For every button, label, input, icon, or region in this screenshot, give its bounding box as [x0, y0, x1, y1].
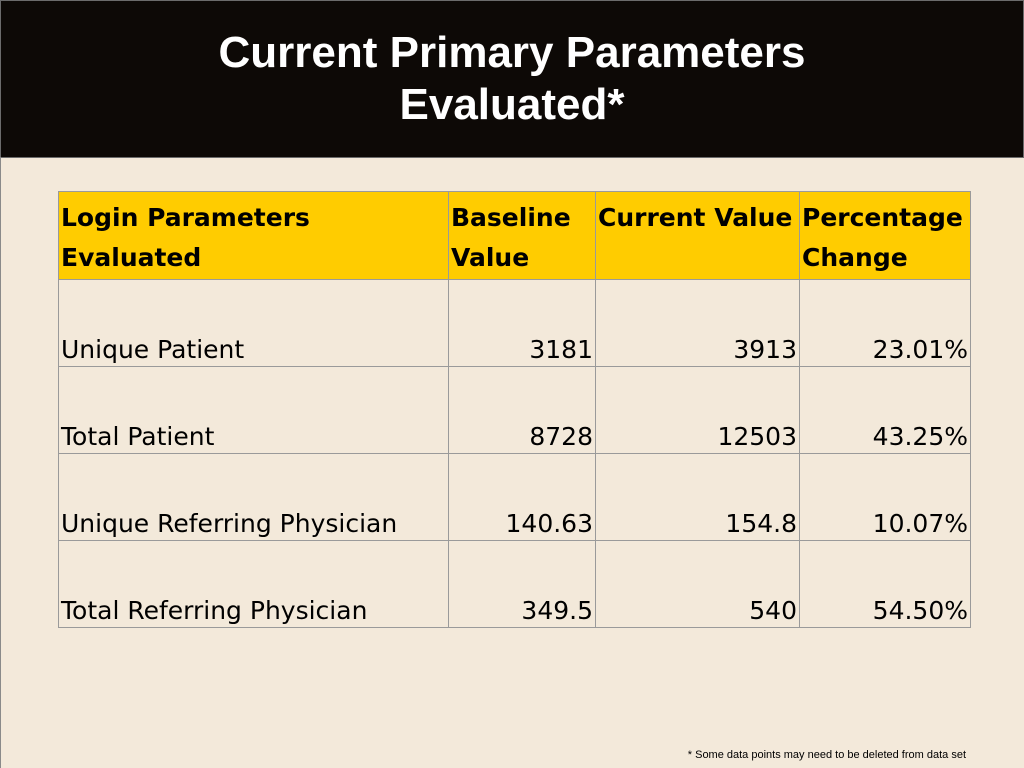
- change-cell: 54.50%: [799, 540, 971, 628]
- baseline-cell: 140.63: [448, 453, 596, 541]
- current-cell: 3913: [595, 279, 800, 367]
- current-cell: 12503: [595, 366, 800, 454]
- parameter-cell: Unique Patient: [58, 279, 449, 367]
- table-body: Unique Patient 3181 3913 23.01% Total Pa…: [58, 279, 971, 628]
- baseline-cell: 3181: [448, 279, 596, 367]
- parameter-cell: Total Referring Physician: [58, 540, 449, 628]
- baseline-cell: 8728: [448, 366, 596, 454]
- change-cell: 23.01%: [799, 279, 971, 367]
- table-row: Total Patient 8728 12503 43.25%: [58, 366, 971, 454]
- left-edge-rule: [0, 157, 1, 768]
- table-row: Total Referring Physician 349.5 540 54.5…: [58, 540, 971, 628]
- change-cell: 43.25%: [799, 366, 971, 454]
- table-row: Unique Patient 3181 3913 23.01%: [58, 279, 971, 367]
- header-baseline-value: Baseline Value: [448, 191, 596, 280]
- header-current-value: Current Value: [595, 191, 800, 280]
- table-header: Login Parameters Evaluated Baseline Valu…: [58, 191, 971, 280]
- baseline-cell: 349.5: [448, 540, 596, 628]
- header-parameters: Login Parameters Evaluated: [58, 191, 449, 280]
- slide-title: Current Primary Parameters Evaluated*: [218, 28, 806, 129]
- change-cell: 10.07%: [799, 453, 971, 541]
- title-bar: Current Primary Parameters Evaluated*: [0, 0, 1024, 158]
- footnote: * Some data points may need to be delete…: [687, 749, 966, 761]
- header-row: Login Parameters Evaluated Baseline Valu…: [58, 191, 971, 280]
- parameter-cell: Total Patient: [58, 366, 449, 454]
- current-cell: 154.8: [595, 453, 800, 541]
- current-cell: 540: [595, 540, 800, 628]
- parameter-cell: Unique Referring Physician: [58, 453, 449, 541]
- parameters-table: Login Parameters Evaluated Baseline Valu…: [58, 191, 971, 628]
- table-row: Unique Referring Physician 140.63 154.8 …: [58, 453, 971, 541]
- header-percentage-change: Percentage Change: [799, 191, 971, 280]
